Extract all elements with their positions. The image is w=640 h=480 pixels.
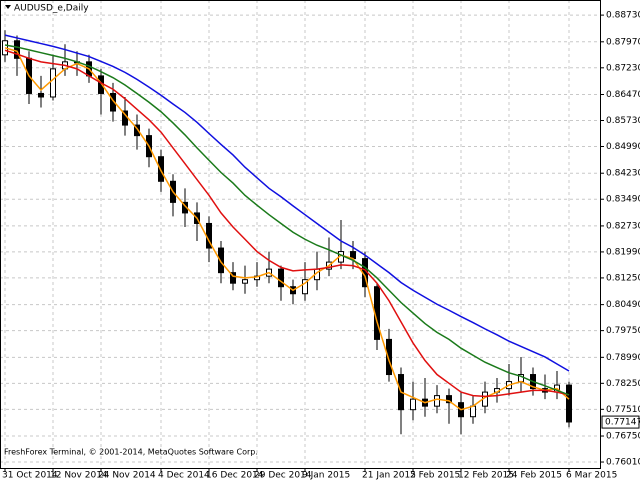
- x-tick-label: 12 Feb 2015: [458, 471, 514, 480]
- y-tick-label: 0.86470: [606, 90, 640, 100]
- y-tick-label: 0.81990: [606, 247, 640, 257]
- plot-frame: [0, 0, 601, 469]
- candle-body: [50, 68, 56, 98]
- x-tick-label: 24 Feb 2015: [506, 471, 562, 480]
- y-tick-label: 0.87970: [606, 37, 640, 47]
- x-tick-label: 21 Jan 2015: [362, 471, 416, 480]
- x-tick-label: 29 Dec 2014: [254, 471, 312, 480]
- candle-body: [386, 338, 392, 376]
- footnote: FreshForex Terminal, © 2001-2014, MetaQu…: [4, 448, 258, 457]
- plot: [2, 30, 572, 435]
- chart-title: AUDUSD_e,Daily: [14, 4, 89, 14]
- x-tick-label: 31 Oct 2014: [2, 471, 58, 480]
- y-tick-label: 0.76010: [606, 458, 640, 468]
- candle-body: [38, 92, 44, 98]
- moving-average: [4, 34, 570, 372]
- y-tick-label: 0.78250: [606, 379, 640, 389]
- x-tick-label: 24 Nov 2014: [98, 471, 156, 480]
- candle-body: [566, 384, 572, 423]
- candle-body: [134, 124, 140, 137]
- x-tick-label: 6 Mar 2015: [566, 471, 617, 480]
- moving-average: [4, 49, 570, 398]
- last-price-label: 0.77147: [605, 418, 640, 428]
- moving-average: [4, 44, 570, 396]
- y-tick-label: 0.83490: [606, 195, 640, 205]
- candle-body: [14, 40, 20, 59]
- candle-body: [242, 279, 248, 284]
- y-tick-label: 0.77510: [606, 405, 640, 415]
- candle-body: [410, 398, 416, 411]
- candle-body: [158, 156, 164, 182]
- candle-body: [110, 92, 116, 112]
- x-tick-label: 2 Feb 2015: [410, 471, 460, 480]
- y-tick-label: 0.82730: [606, 221, 640, 231]
- last-price-box: [601, 415, 640, 429]
- x-tick-label: 9 Jan 2015: [302, 471, 350, 480]
- y-tick-label: 0.81250: [606, 273, 640, 283]
- x-tick-label: 16 Dec 2014: [206, 471, 264, 480]
- menu-arrow[interactable]: [5, 5, 11, 9]
- candle-body: [434, 395, 440, 407]
- candle-body: [230, 272, 236, 284]
- candle-body: [218, 247, 224, 274]
- y-tick-label: 0.80490: [606, 300, 640, 310]
- y-tick-label: 0.79750: [606, 326, 640, 336]
- candle-body: [446, 395, 452, 404]
- y-tick-label: 0.85730: [606, 116, 640, 126]
- y-tick-label: 0.78990: [606, 353, 640, 363]
- candle-body: [278, 268, 284, 288]
- y-tick-label: 0.87230: [606, 63, 640, 73]
- candle-body: [470, 405, 476, 418]
- moving-average: [4, 47, 570, 411]
- y-tick-label: 0.84230: [606, 169, 640, 179]
- y-tick-label: 0.88730: [606, 11, 640, 21]
- axes: 0.76010 0.76750 0.77510 0.78250 0.78990 0.797…: [2, 11, 640, 480]
- y-tick-label: 0.76750: [606, 432, 640, 442]
- candle-body: [302, 279, 308, 295]
- x-tick-label: 12 Nov 2014: [50, 471, 108, 480]
- y-tick-label: 0.84990: [606, 142, 640, 152]
- x-tick-label: 4 Dec 2014: [158, 471, 210, 480]
